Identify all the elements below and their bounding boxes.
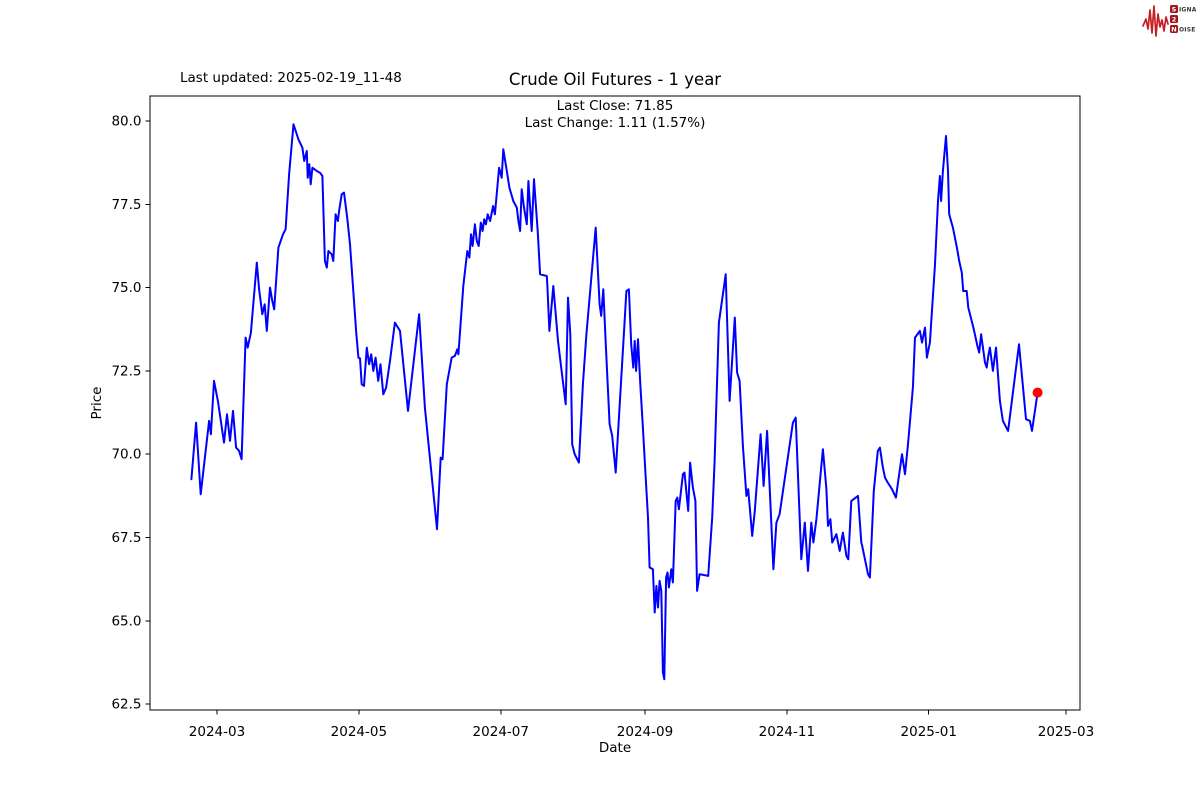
waveform-icon (1142, 5, 1169, 37)
y-tick-label: 65.0 (111, 613, 141, 629)
y-tick-label: 75.0 (111, 280, 141, 296)
x-tick-label: 2024-09 (617, 724, 673, 740)
last-updated-text: Last updated: 2025-02-19_11-48 (180, 70, 402, 86)
logo-letter-n: N (1171, 26, 1176, 34)
signal2noise-logo: S IGNAL 2 N OISE (1142, 5, 1196, 37)
y-axis-label: Price (89, 387, 105, 420)
x-axis-label: Date (599, 740, 631, 756)
logo-box-n (1170, 25, 1178, 33)
x-tick-label: 2025-01 (901, 724, 957, 740)
logo-letter-s: S (1172, 6, 1177, 14)
price-series-line (190, 123, 1039, 681)
y-tick-label: 80.0 (111, 114, 141, 130)
last-close-line: Last Close: 71.85 (556, 98, 674, 114)
last-close-marker (1032, 387, 1043, 398)
y-tick-label: 77.5 (111, 197, 141, 213)
x-tick-label: 2024-05 (331, 724, 387, 740)
y-tick-label: 72.5 (111, 363, 141, 379)
logo-box-s (1170, 5, 1178, 13)
y-tick-label: 67.5 (111, 530, 141, 546)
logo-text-oise: OISE (1179, 27, 1196, 34)
y-tick-label: 62.5 (111, 697, 141, 713)
y-tick-label: 70.0 (111, 447, 141, 463)
x-tick-label: 2024-03 (189, 724, 245, 740)
last-change-line: Last Change: 1.11 (1.57%) (524, 115, 706, 131)
logo-box-2 (1170, 15, 1178, 23)
x-tick-label: 2024-11 (759, 724, 815, 740)
axes-frame (149, 95, 1081, 711)
last-close-annotation: Last Close: 71.85 Last Change: 1.11 (1.5… (525, 98, 706, 132)
x-tick-label: 2025-03 (1038, 724, 1094, 740)
logo-letter-2: 2 (1172, 16, 1177, 24)
logo-text-ignal: IGNAL (1179, 7, 1196, 14)
chart-title: Crude Oil Futures - 1 year (508, 70, 722, 89)
x-tick-label: 2024-07 (473, 724, 529, 740)
